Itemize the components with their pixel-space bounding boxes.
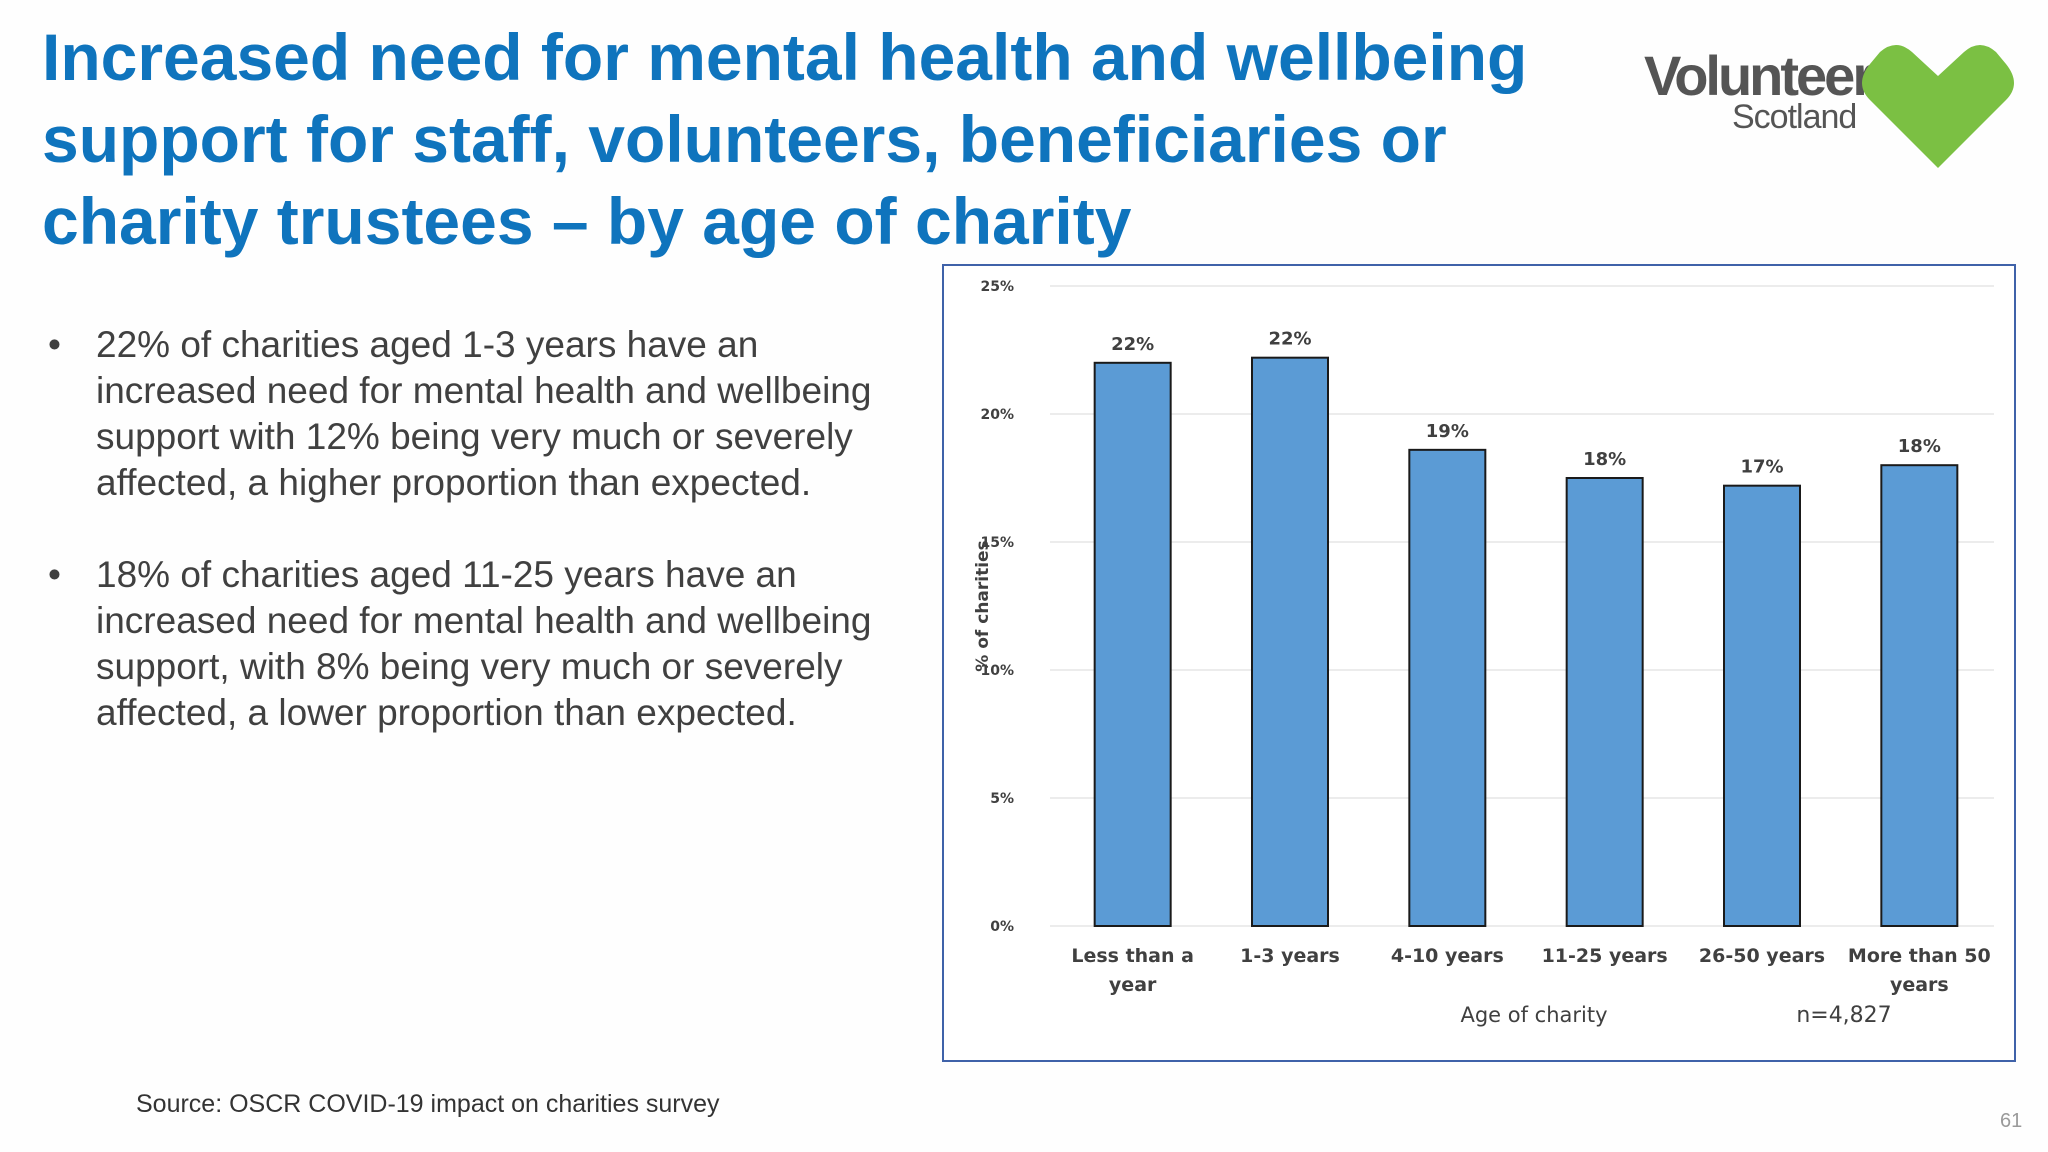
bullet-list: • 22% of charities aged 1-3 years have a… xyxy=(48,322,928,782)
data-label: 22% xyxy=(1111,334,1154,355)
bullet-line: 22% of charities aged 1-3 years have an xyxy=(96,324,759,365)
bar-chart: 0% 5% 10% 15% 20% 25% 22% Less than a year 22% 1-3… xyxy=(942,264,2016,1062)
bars xyxy=(1093,356,1959,928)
bar xyxy=(1880,464,1959,927)
x-tick-label: Less than a xyxy=(1071,945,1194,967)
y-tick-label: 15% xyxy=(980,535,1014,551)
y-tick-label: 0% xyxy=(990,919,1014,935)
bullet-item: • 22% of charities aged 1-3 years have a… xyxy=(48,322,928,506)
bullet-line: affected, a lower proportion than expect… xyxy=(96,692,797,733)
sample-size-annotation: n=4,827 xyxy=(1796,1003,1891,1028)
data-label: 18% xyxy=(1583,449,1626,470)
x-tick-label: More than 50 xyxy=(1848,945,1991,967)
bar xyxy=(1408,448,1487,927)
title-line: charity trustees – by age of charity xyxy=(42,184,1132,258)
x-tick-label: 11-25 years xyxy=(1542,945,1668,967)
bullet-marker: • xyxy=(48,324,61,365)
bullet-line: 18% of charities aged 11-25 years have a… xyxy=(96,554,797,595)
labels: 0% 5% 10% 15% 20% 25% 22% Less than a year 22% 1-3… xyxy=(980,279,1990,996)
bar xyxy=(1251,356,1329,928)
data-label: 22% xyxy=(1268,329,1311,350)
bar xyxy=(1565,477,1644,927)
data-label: 18% xyxy=(1898,436,1941,457)
title-line: Increased need for mental health and wel… xyxy=(42,20,1528,94)
gridlines xyxy=(1050,285,1994,927)
data-label: 19% xyxy=(1426,421,1469,442)
bar-chart-svg: 0% 5% 10% 15% 20% 25% 22% Less than a year 22% 1-3… xyxy=(973,279,1994,1028)
y-tick-label: 20% xyxy=(980,407,1014,423)
logo-text-scotland: Scotland xyxy=(1732,98,1857,136)
y-tick-label: 5% xyxy=(990,791,1014,807)
x-tick-label: 4-10 years xyxy=(1391,945,1504,967)
x-tick-label: 26-50 years xyxy=(1699,945,1825,967)
bullet-line: increased need for mental health and wel… xyxy=(96,370,872,411)
bullet-item: • 18% of charities aged 11-25 years have… xyxy=(48,552,928,736)
bar xyxy=(1723,484,1801,927)
bullet-line: support, with 8% being very much or seve… xyxy=(96,646,843,687)
bullet-line: affected, a higher proportion than expec… xyxy=(96,462,812,503)
bullet-marker: • xyxy=(48,554,61,595)
data-label: 17% xyxy=(1740,457,1783,478)
title-line: support for staff, volunteers, beneficia… xyxy=(42,102,1447,176)
page-number: 61 xyxy=(2000,1110,2023,1132)
heart-icon xyxy=(1862,45,2014,168)
logo-text-volunteer: Volunteer xyxy=(1644,44,1874,107)
y-tick-label: 25% xyxy=(980,279,1014,295)
bar xyxy=(1093,361,1172,928)
x-tick-label: year xyxy=(1109,974,1157,996)
volunteer-scotland-logo: Volunteer Scotland xyxy=(1630,40,2030,180)
y-axis-title: % of charities xyxy=(973,540,993,671)
x-tick-label: 1-3 years xyxy=(1240,945,1340,967)
y-tick-label: 10% xyxy=(980,663,1014,679)
bullet-line: increased need for mental health and wel… xyxy=(96,600,872,641)
source-note: Source: OSCR COVID-19 impact on charitie… xyxy=(136,1090,720,1118)
bullet-line: support with 12% being very much or seve… xyxy=(96,416,853,457)
x-tick-label: years xyxy=(1890,974,1949,996)
slide-title: Increased need for mental health and wel… xyxy=(42,16,1602,262)
x-axis-title: Age of charity xyxy=(1460,1003,1607,1027)
